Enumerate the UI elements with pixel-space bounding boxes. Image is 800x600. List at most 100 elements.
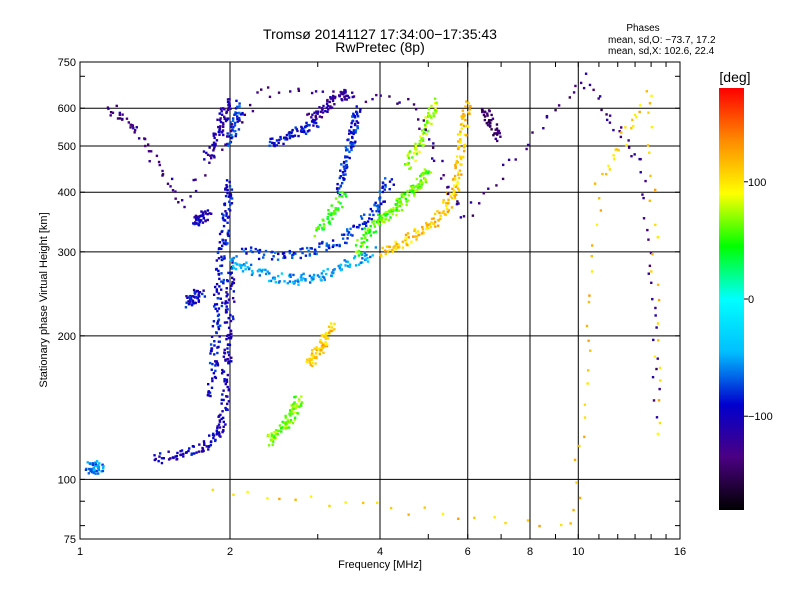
data-point [388, 187, 391, 191]
data-point [351, 91, 354, 94]
data-point [631, 118, 634, 122]
data-point [234, 267, 238, 271]
data-point [227, 336, 230, 340]
data-point [226, 293, 229, 296]
data-point [285, 133, 289, 137]
data-point [575, 481, 578, 484]
data-point [340, 92, 343, 96]
data-point [427, 170, 430, 173]
data-point [220, 280, 223, 283]
data-point [204, 174, 207, 177]
data-point [335, 244, 338, 247]
data-point [224, 188, 228, 191]
data-point [226, 233, 230, 236]
data-point [381, 185, 385, 188]
data-point [357, 226, 360, 229]
data-point [407, 199, 410, 202]
data-point [228, 343, 232, 347]
data-point [339, 90, 342, 94]
data-point [468, 105, 472, 108]
data-point [639, 171, 642, 174]
data-point [658, 421, 662, 425]
data-point [314, 115, 317, 119]
data-point [215, 303, 219, 306]
data-point [211, 377, 214, 380]
data-point [215, 429, 219, 433]
data-point [101, 463, 104, 466]
data-point [314, 118, 317, 122]
data-point [457, 176, 461, 180]
data-point [542, 126, 545, 130]
data-point [619, 135, 623, 139]
data-point [345, 165, 349, 169]
data-point [401, 246, 405, 249]
data-point [251, 269, 254, 273]
data-point [324, 341, 327, 344]
data-point [332, 209, 336, 213]
data-point [187, 300, 190, 303]
data-point [220, 247, 223, 251]
data-point [313, 234, 316, 238]
data-point [215, 362, 218, 365]
data-point [215, 288, 218, 291]
data-point [383, 200, 386, 203]
data-point [331, 99, 335, 103]
data-point [340, 233, 344, 236]
data-point [224, 311, 228, 314]
data-point [224, 408, 228, 412]
stats-line-x: mean, sd,X: 102.6, 22.4 [608, 46, 715, 57]
data-point [270, 434, 274, 437]
data-point [557, 104, 561, 107]
data-point [228, 192, 232, 196]
data-point [456, 187, 460, 190]
data-point [213, 344, 216, 347]
data-point [216, 321, 219, 325]
data-point [569, 522, 572, 525]
data-point [280, 427, 283, 430]
data-point [344, 173, 347, 176]
data-point [315, 346, 318, 349]
data-point [107, 107, 110, 110]
data-point [251, 272, 254, 275]
data-point [218, 232, 222, 236]
data-point [427, 107, 431, 111]
data-point [277, 429, 281, 433]
data-point [316, 274, 320, 277]
data-point [383, 188, 386, 191]
data-point [188, 300, 191, 303]
data-point [304, 279, 307, 282]
data-point [632, 124, 635, 128]
data-point [133, 128, 137, 132]
data-point [462, 215, 466, 218]
data-point [289, 90, 292, 93]
data-point [218, 129, 221, 132]
data-point [378, 210, 381, 213]
data-point [230, 271, 233, 274]
data-point [574, 84, 577, 88]
data-point [327, 337, 330, 340]
data-point [381, 181, 385, 185]
data-point [291, 253, 295, 256]
data-point [439, 214, 442, 218]
data-point [414, 108, 418, 111]
data-point [361, 244, 364, 247]
data-point [651, 375, 655, 379]
data-point [98, 462, 101, 465]
data-point [357, 250, 361, 253]
data-point [420, 186, 423, 189]
data-point [384, 183, 387, 187]
data-point [430, 217, 434, 221]
data-point [613, 157, 616, 161]
data-point [374, 230, 378, 233]
data-point [589, 349, 592, 352]
data-point [256, 249, 260, 252]
data-point [148, 160, 151, 163]
data-point [343, 98, 347, 101]
data-point [292, 273, 295, 277]
data-point [226, 385, 229, 389]
data-point [456, 200, 459, 203]
data-point [406, 232, 410, 235]
data-point [352, 256, 356, 260]
data-point [448, 192, 451, 195]
data-point [274, 430, 278, 434]
